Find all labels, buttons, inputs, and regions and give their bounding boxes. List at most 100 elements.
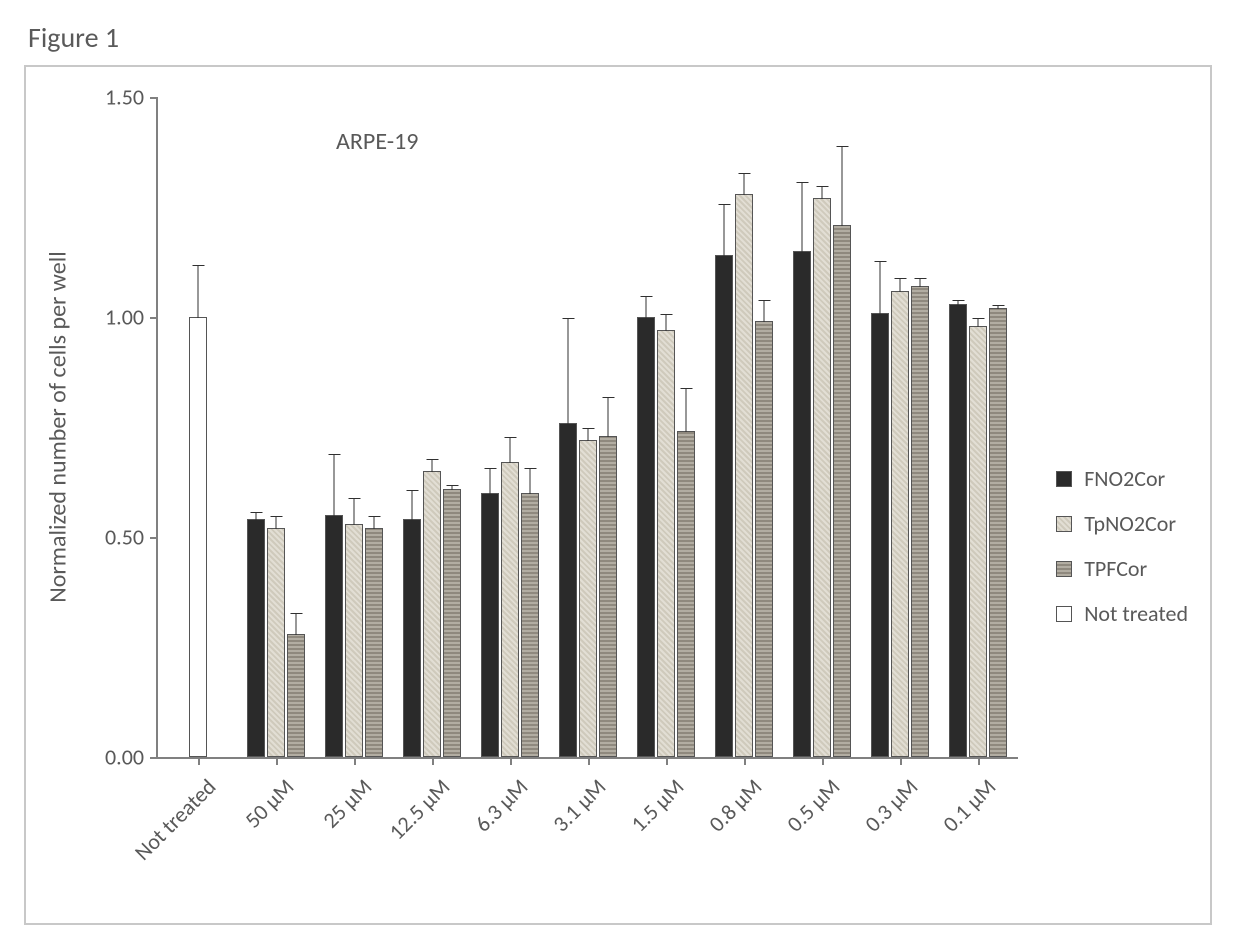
bar-wrap (443, 489, 461, 757)
error-bar-cap (993, 305, 1005, 306)
bar-wrap (521, 493, 539, 757)
bar (949, 304, 967, 757)
error-bar-cap (915, 278, 927, 279)
bar-group: 3.1 μM (549, 423, 627, 757)
bar-wrap (871, 313, 889, 757)
bar-cluster (559, 423, 617, 757)
figure-caption: Figure 1 (28, 20, 1216, 55)
error-bar (764, 300, 765, 322)
error-bar (842, 146, 843, 225)
error-bar (490, 468, 491, 494)
bar (423, 471, 441, 757)
bar-wrap (813, 198, 831, 757)
x-tick (900, 757, 902, 765)
error-bar-cap (505, 437, 517, 438)
error-bar-cap (427, 459, 439, 460)
y-tick-label: 1.00 (105, 304, 144, 331)
bar-cluster (715, 194, 773, 757)
bar-group: 0.1 μM (939, 304, 1017, 757)
bar (677, 431, 695, 757)
error-bar-cap (485, 468, 497, 469)
bar-wrap (403, 519, 421, 757)
error-bar-cap (349, 498, 361, 499)
error-bar (334, 454, 335, 516)
error-bar-cap (251, 512, 263, 513)
error-bar-cap (603, 397, 615, 398)
bar (267, 528, 285, 757)
bar-group: 6.3 μM (471, 462, 549, 757)
bar-wrap (325, 515, 343, 757)
bar-wrap (599, 436, 617, 757)
error-bar (256, 512, 257, 521)
y-tick-label: 0.50 (105, 524, 144, 551)
error-bar (822, 186, 823, 199)
bar-wrap (989, 308, 1007, 757)
bar-wrap (481, 493, 499, 757)
legend-label: TpNO2Cor (1084, 510, 1176, 537)
x-tick (510, 757, 512, 765)
bar-cluster (949, 304, 1007, 757)
error-bar (802, 182, 803, 252)
bar (891, 291, 909, 757)
bar-group: 0.5 μM (783, 198, 861, 757)
bar-wrap (793, 251, 811, 757)
bar (833, 225, 851, 757)
error-bar (588, 428, 589, 441)
bar (637, 317, 655, 757)
bar (969, 326, 987, 757)
bar-wrap (189, 317, 207, 757)
bar (793, 251, 811, 757)
bar (403, 519, 421, 757)
error-bar-cap (817, 186, 829, 187)
error-bar-cap (719, 204, 731, 205)
x-tick-label: Not treated (129, 773, 221, 865)
x-tick-label: 6.3 μM (469, 773, 533, 837)
error-bar-cap (973, 318, 985, 319)
legend-item: Not treated (1056, 600, 1188, 627)
error-bar-cap (447, 485, 459, 486)
bar (657, 330, 675, 757)
x-tick-label: 3.1 μM (547, 773, 611, 837)
x-tick (978, 757, 980, 765)
bar-wrap (559, 423, 577, 757)
y-tick (150, 757, 158, 759)
legend-swatch (1056, 471, 1072, 487)
error-bar-cap (329, 454, 341, 455)
error-bar-cap (271, 516, 283, 517)
bar-cluster (189, 317, 207, 757)
bar (599, 436, 617, 757)
legend-item: TPFCor (1056, 555, 1188, 582)
x-tick (198, 757, 200, 765)
legend-swatch (1056, 606, 1072, 622)
bar-group: Not treated (159, 317, 237, 757)
error-bar (958, 300, 959, 304)
bar-wrap (579, 440, 597, 757)
bar-cluster (325, 515, 383, 757)
bar (325, 515, 343, 757)
bar (287, 634, 305, 757)
legend-label: TPFCor (1084, 555, 1147, 582)
error-bar (646, 296, 647, 318)
bar-wrap (287, 634, 305, 757)
error-bar (900, 278, 901, 291)
error-bar (354, 498, 355, 524)
x-tick (354, 757, 356, 765)
bar-wrap (501, 462, 519, 757)
x-tick-label: 0.1 μM (937, 773, 1001, 837)
bar-cluster (637, 317, 695, 757)
legend-label: Not treated (1084, 600, 1188, 627)
x-tick (432, 757, 434, 765)
bar (559, 423, 577, 757)
error-bar (920, 278, 921, 287)
error-bar (296, 613, 297, 635)
error-bar (568, 318, 569, 424)
y-tick-label: 0.00 (105, 744, 144, 771)
x-tick-label: 25 μM (317, 773, 377, 833)
legend-label: FNO2Cor (1084, 465, 1165, 492)
error-bar-cap (681, 388, 693, 389)
error-bar (198, 265, 199, 318)
y-tick (150, 97, 158, 99)
x-tick-label: 0.5 μM (781, 773, 845, 837)
legend: FNO2Cor TpNO2Cor TPFCor Not treated (1056, 447, 1188, 645)
error-bar (452, 485, 453, 489)
